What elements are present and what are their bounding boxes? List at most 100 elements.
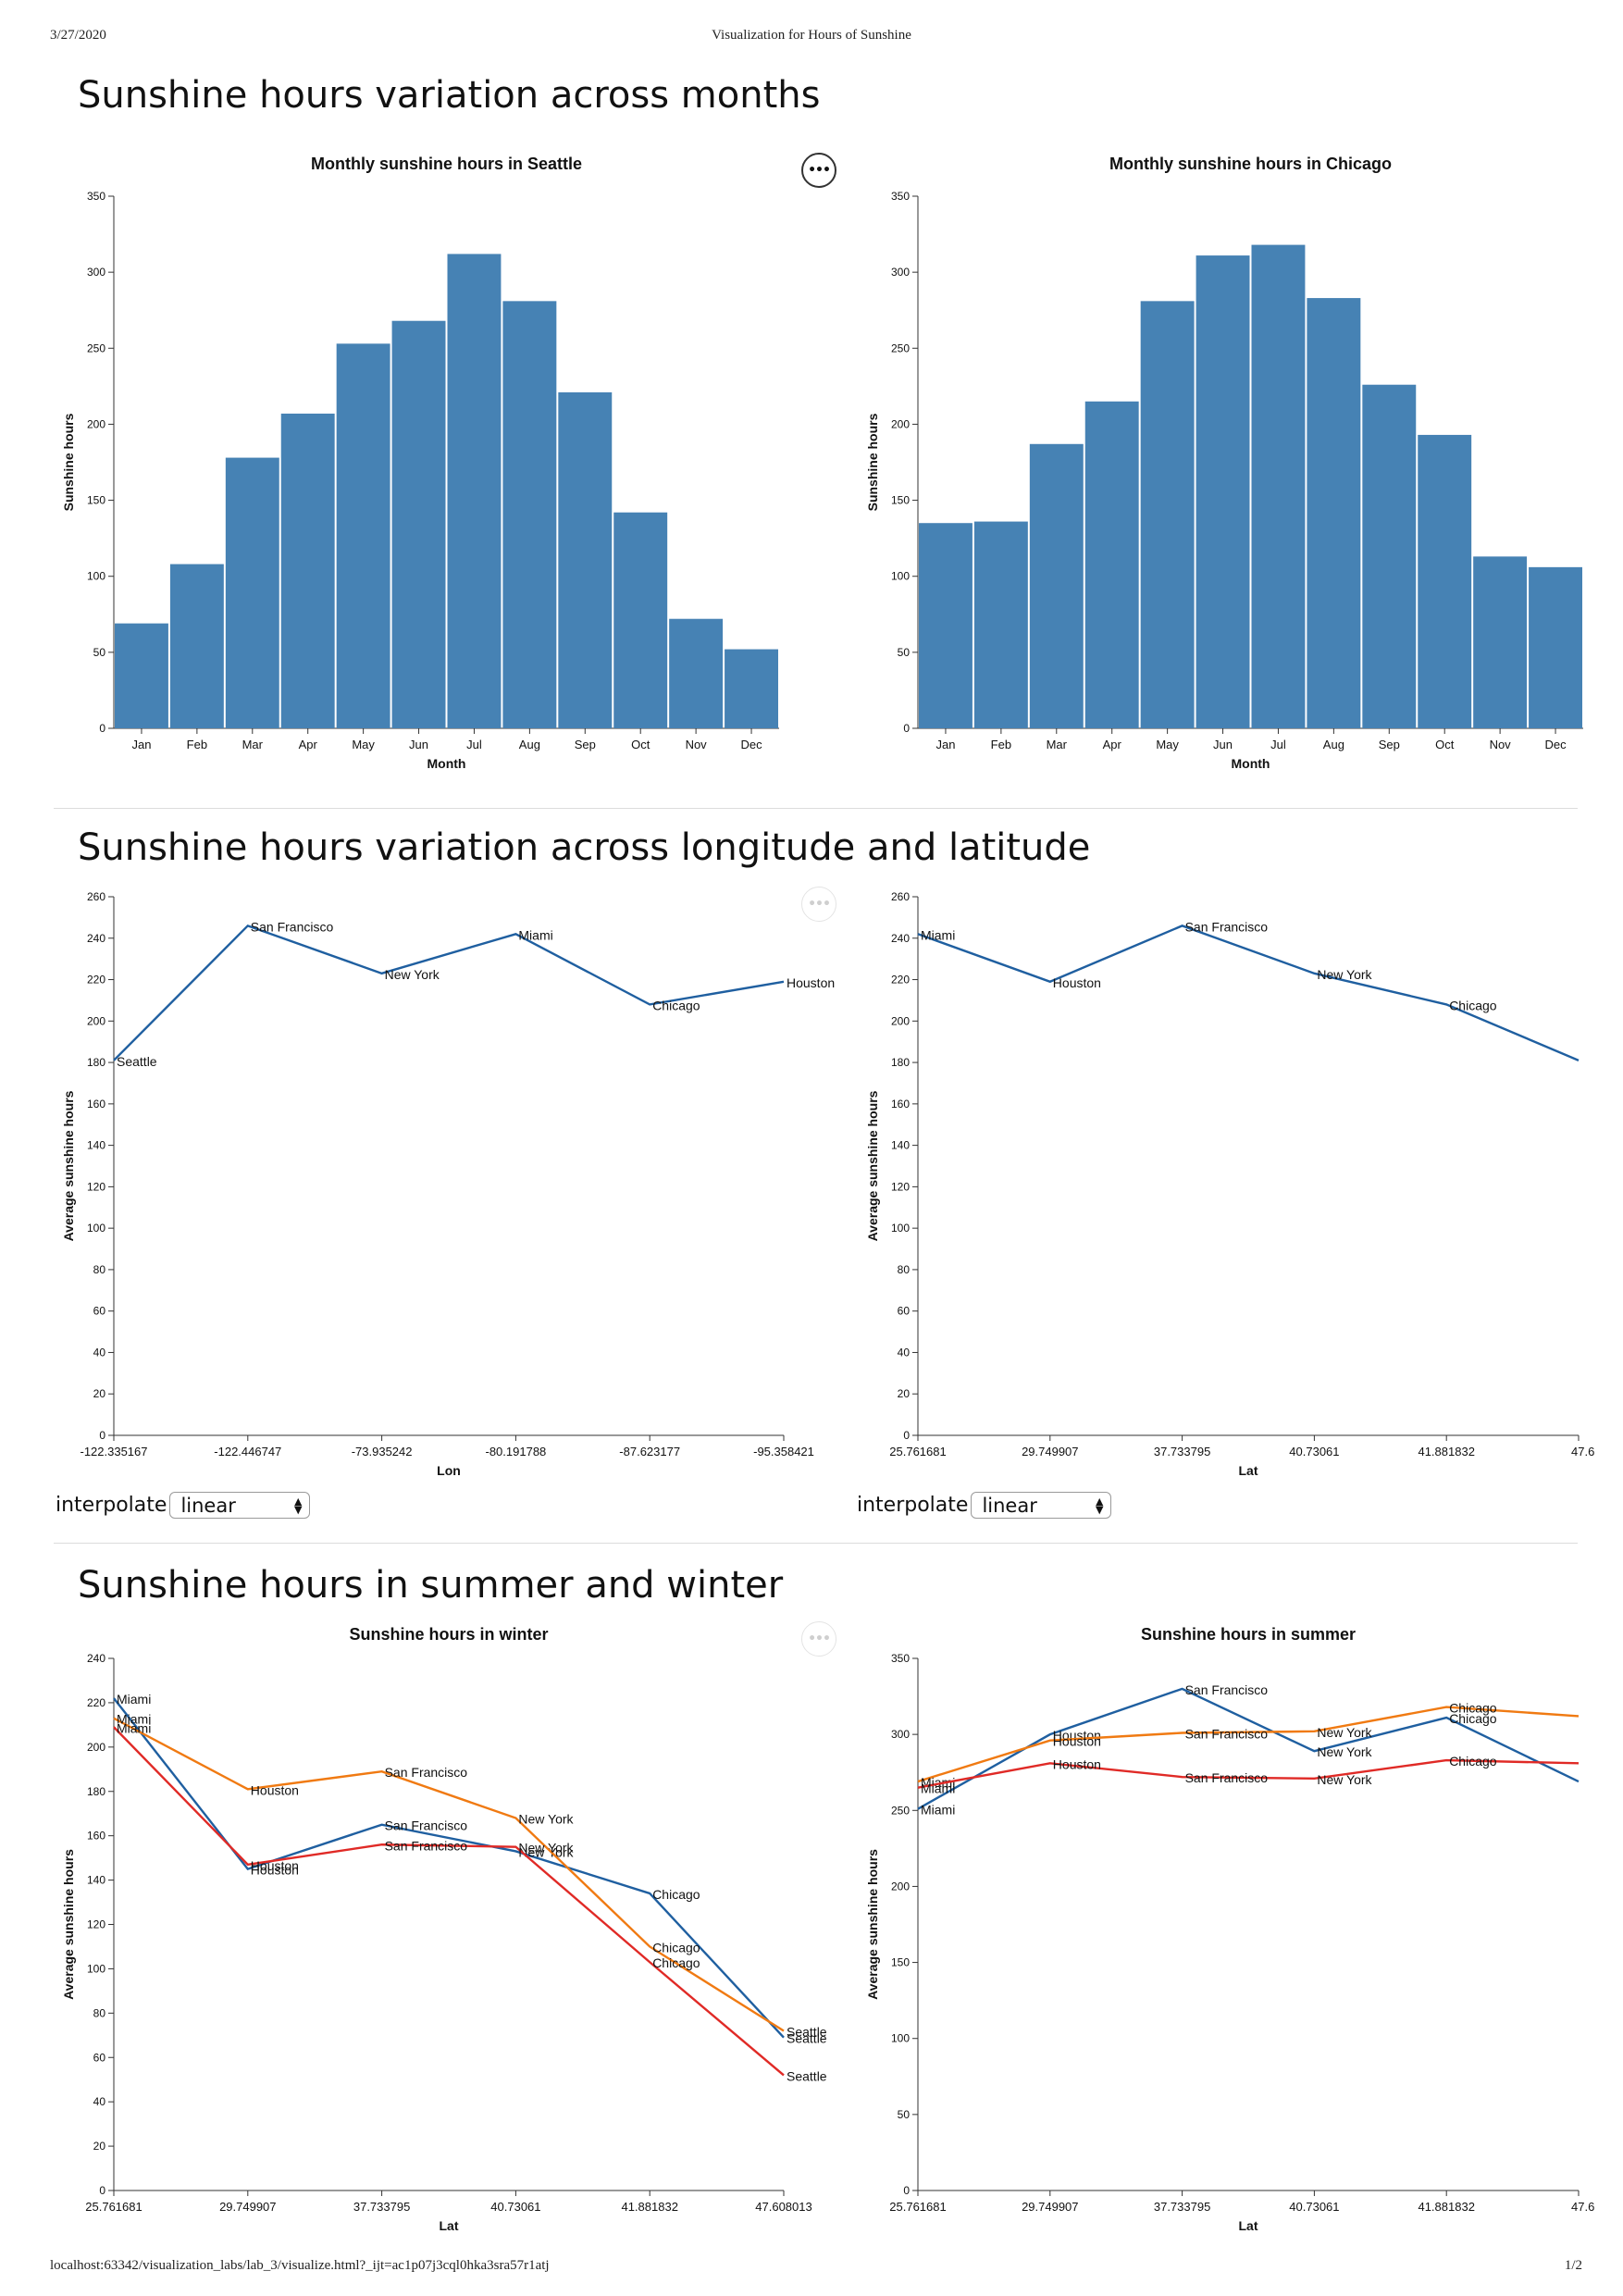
point-label: Chicago <box>652 998 700 1012</box>
y-tick-label: 250 <box>87 341 105 354</box>
y-tick-label: 60 <box>93 2051 106 2064</box>
y-tick-label: 300 <box>87 266 105 279</box>
point-label: Seattle <box>787 2068 827 2083</box>
y-tick-label: 0 <box>99 1429 105 1442</box>
print-url: localhost:63342/visualization_labs/lab_3… <box>50 2258 550 2273</box>
more-options-icon[interactable]: ••• <box>801 887 836 922</box>
y-tick-label: 220 <box>87 974 105 987</box>
y-tick-label: 200 <box>891 1014 910 1027</box>
series-line <box>113 1717 785 2032</box>
y-axis-title: Average sunshine hours <box>865 1849 880 2000</box>
point-label: Chicago <box>1449 998 1497 1012</box>
point-label: New York <box>385 967 440 982</box>
x-tick-label: Feb <box>991 738 1011 751</box>
y-tick-label: 180 <box>87 1785 105 1798</box>
x-tick-label: Aug <box>1323 738 1344 751</box>
x-tick-label: 37.733795 <box>353 2200 410 2214</box>
x-tick-label: -80.191788 <box>486 1445 547 1458</box>
point-label: New York <box>1317 1744 1372 1759</box>
y-tick-label: 80 <box>93 1263 106 1276</box>
x-tick-label: Sep <box>1379 738 1400 751</box>
x-tick-label: Apr <box>299 738 318 751</box>
y-axis-title: Average sunshine hours <box>61 1849 76 2000</box>
chart-title: Monthly sunshine hours in Chicago <box>1109 155 1392 173</box>
y-tick-label: 200 <box>891 1880 910 1893</box>
point-label: Houston <box>1053 1734 1101 1749</box>
x-tick-label: 41.881832 <box>621 2200 677 2214</box>
chart-seattle-monthly: Monthly sunshine hours in Seattle 0 50 100 1… <box>61 155 779 771</box>
y-tick-label: 260 <box>87 890 105 903</box>
point-label: San Francisco <box>251 919 334 934</box>
y-tick-label: 50 <box>898 2108 911 2121</box>
x-tick-label: 40.73061 <box>1289 1445 1339 1458</box>
y-tick-label: 150 <box>891 1956 910 1969</box>
more-options-icon[interactable]: ••• <box>801 1621 836 1657</box>
y-tick-label: 140 <box>891 1139 910 1152</box>
interpolate-label: interpolate <box>56 1494 167 1517</box>
x-tick-label: -122.446747 <box>214 1445 281 1458</box>
x-tick-label: May <box>1156 738 1179 751</box>
bar-jan <box>919 523 973 728</box>
y-tick-label: 140 <box>87 1139 105 1152</box>
section-divider <box>54 808 1578 809</box>
point-label: Miami <box>518 927 552 942</box>
x-tick-label: Jun <box>409 738 428 751</box>
bar-mar <box>1029 443 1084 728</box>
y-axis-title: Average sunshine hours <box>61 1090 76 1241</box>
y-tick-label: 240 <box>87 932 105 945</box>
series-line <box>113 924 785 1061</box>
bar-dec <box>725 649 778 728</box>
point-label: Houston <box>1053 975 1101 990</box>
chart-lon-sunshine: 0 20 40 60 80 100 120 140 160 180 200 220 240 260 Aver… <box>61 890 835 1478</box>
interpolate-select[interactable]: linear ▲ ▼ <box>971 1492 1112 1519</box>
y-tick-label: 250 <box>891 341 910 354</box>
bar-jan <box>115 623 168 728</box>
y-tick-label: 80 <box>93 2006 106 2019</box>
x-axis-title: Lat <box>1239 2218 1258 2233</box>
y-tick-label: 220 <box>87 1696 105 1709</box>
interpolate-select[interactable]: linear ▲ ▼ <box>169 1492 311 1519</box>
y-tick-label: 260 <box>891 890 910 903</box>
x-axis-title: Lon <box>437 1463 461 1478</box>
x-tick-label: 29.749907 <box>1022 2200 1078 2214</box>
bar-mar <box>225 457 279 728</box>
y-tick-label: 180 <box>87 1056 105 1069</box>
chart-chicago-monthly: Monthly sunshine hours in Chicago 0 50 100 1… <box>865 155 1583 771</box>
interpolate-label: interpolate <box>857 1494 969 1517</box>
y-tick-label: 40 <box>93 2095 106 2108</box>
chart-title: Monthly sunshine hours in Seattle <box>311 155 582 173</box>
point-label: Miami <box>117 1692 151 1706</box>
point-label: New York <box>1317 1725 1372 1740</box>
point-label: San Francisco <box>385 1818 468 1833</box>
chart-title: Sunshine hours in winter <box>349 1625 548 1644</box>
point-label: San Francisco <box>1185 1770 1269 1785</box>
point-label: New York <box>518 1844 574 1859</box>
y-tick-label: 200 <box>891 417 910 430</box>
y-tick-label: 100 <box>891 2032 910 2045</box>
y-tick-label: 20 <box>898 1387 911 1400</box>
x-tick-label: Oct <box>1435 738 1455 751</box>
y-tick-label: 100 <box>87 570 105 583</box>
y-tick-label: 120 <box>87 1918 105 1931</box>
bar-jul <box>447 254 502 728</box>
y-tick-label: 350 <box>87 190 105 203</box>
x-tick-label: 25.761681 <box>889 2200 946 2214</box>
x-tick-label: -95.358421 <box>753 1445 814 1458</box>
y-tick-label: 20 <box>93 2140 106 2153</box>
x-tick-label: Mar <box>242 738 264 751</box>
y-axis-title: Average sunshine hours <box>865 1090 880 1241</box>
x-tick-label: -87.623177 <box>619 1445 680 1458</box>
point-label: San Francisco <box>385 1838 468 1853</box>
point-label: Miami <box>117 1720 151 1735</box>
y-tick-label: 200 <box>87 1014 105 1027</box>
point-label: San Francisco <box>385 1765 468 1780</box>
y-tick-label: 60 <box>93 1305 106 1318</box>
x-axis-title: Lat <box>440 2218 459 2233</box>
interpolate-control-lat: interpolate linear ▲ ▼ <box>857 1492 1112 1519</box>
point-label: Seattle <box>117 1054 157 1069</box>
chart-summer-sunshine: Sunshine hours in summer 0 50 100 150 200 250 3… <box>865 1625 1594 2233</box>
y-tick-label: 350 <box>891 190 910 203</box>
bar-dec <box>1529 566 1582 728</box>
y-tick-label: 140 <box>87 1874 105 1887</box>
more-options-icon[interactable]: ••• <box>801 153 836 188</box>
